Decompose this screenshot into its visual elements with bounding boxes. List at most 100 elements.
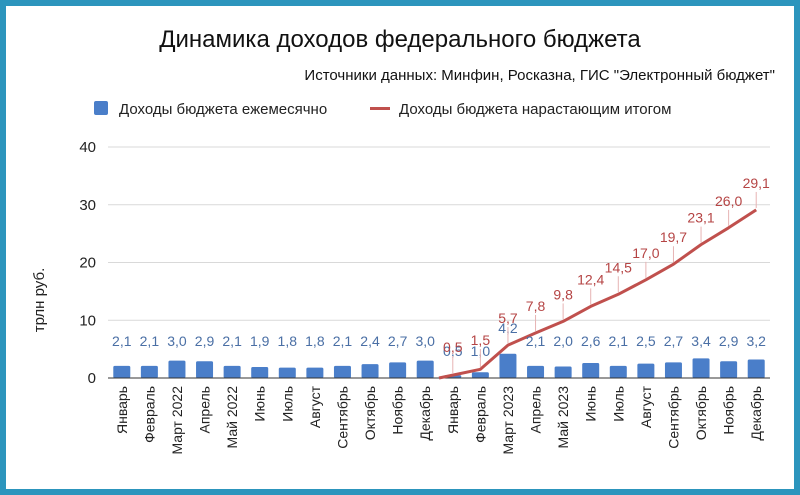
bar-value-label: 3,4 <box>691 333 711 349</box>
bar-value-label: 2,4 <box>360 333 380 349</box>
bar <box>223 365 241 378</box>
line-value-label: 7,8 <box>526 298 546 314</box>
bar-value-label: 3,0 <box>415 333 435 349</box>
bar <box>113 365 131 378</box>
bar <box>747 359 765 378</box>
x-tick-label: Ноябрь <box>721 386 737 435</box>
x-tick-label: Август <box>638 385 654 428</box>
bar-value-label: 3,2 <box>746 333 766 349</box>
x-tick-label: Апрель <box>528 386 544 434</box>
line-value-label: 29,1 <box>743 175 770 191</box>
bar-value-label: 3,0 <box>167 333 187 349</box>
x-tick-label: Сентябрь <box>665 386 681 449</box>
bar-value-label: 2,5 <box>636 333 656 349</box>
bar-value-label: 2,6 <box>581 333 601 349</box>
bar-value-label: 2,1 <box>609 333 629 349</box>
bars <box>113 353 765 378</box>
legend-label-bar: Доходы бюджета ежемесячно <box>119 101 327 118</box>
line-value-labels: 0,5 1,55,77,89,812,414,517,019,723,126,02… <box>443 175 770 374</box>
bar <box>471 372 489 378</box>
bar-value-label: 2,7 <box>664 333 684 349</box>
bar <box>416 360 434 378</box>
bar-value-label: 2,1 <box>526 333 546 349</box>
bar <box>333 365 351 378</box>
x-tick-label: Июль <box>279 386 295 422</box>
line-value-label: 0,5 <box>443 339 463 355</box>
line-value-label: 19,7 <box>660 229 687 245</box>
bar <box>361 364 379 378</box>
line-value-label: 23,1 <box>687 210 714 226</box>
legend: Доходы бюджета ежемесячно Доходы бюджета… <box>94 101 671 118</box>
bar-value-label: 2,7 <box>388 333 408 349</box>
cumulative-line <box>438 208 758 380</box>
line-value-label: 5,7 <box>498 310 518 326</box>
bar <box>196 361 214 378</box>
y-tick-label: 20 <box>79 255 96 272</box>
chart-title: Динамика доходов федерального бюджета <box>159 26 641 53</box>
y-axis-label: трлн руб. <box>31 268 48 333</box>
x-tick-label: Февраль <box>141 386 157 443</box>
x-tick-label: Декабрь <box>417 386 433 441</box>
bar-value-labels: 2,1 2,1 3,0 2,9 2,1 1,9 1,8 1,8 2,1 2,4 2,7 3,0 0,5 1… <box>112 320 766 359</box>
bar-value-label: 1,8 <box>278 333 298 349</box>
bar <box>168 360 186 378</box>
line-value-label: 12,4 <box>577 271 604 287</box>
x-tick-label: Май 2022 <box>224 386 240 449</box>
line-value-label: 17,0 <box>632 245 659 261</box>
line-value-label: 9,8 <box>553 286 573 302</box>
bar-value-label: 2,9 <box>719 333 739 349</box>
y-tick-label: 30 <box>79 197 96 214</box>
bar <box>720 361 738 378</box>
bar-value-label: 2,1 <box>112 333 132 349</box>
x-tick-label: Апрель <box>197 386 213 434</box>
x-tick-label: Май 2023 <box>555 386 571 449</box>
legend-label-line: Доходы бюджета нарастающим итогом <box>399 101 671 118</box>
x-tick-label: Июнь <box>583 386 599 422</box>
x-tick-label: Февраль <box>472 386 488 443</box>
bar <box>140 365 158 378</box>
y-tick-label: 0 <box>88 370 96 387</box>
gridlines <box>108 146 770 321</box>
bar <box>278 367 296 378</box>
y-axis-ticks: 0 10 20 30 40 <box>79 139 96 387</box>
bar-value-label: 2,1 <box>333 333 353 349</box>
x-tick-label: Сентябрь <box>334 386 350 449</box>
x-axis-ticks: Январь Февраль Март 2022 Апрель Май 2022 Июнь… <box>114 385 764 454</box>
line-value-label: 26,0 <box>715 193 742 209</box>
line-value-label: 14,5 <box>605 259 632 275</box>
x-tick-label: Декабрь <box>748 386 764 441</box>
bar-value-label: 0,5 <box>443 343 463 359</box>
bar <box>251 367 269 378</box>
x-tick-label: Октябрь <box>362 386 378 440</box>
legend-swatch-line <box>370 107 390 110</box>
x-tick-label: Январь <box>114 386 130 434</box>
bar-value-label: 1,9 <box>250 333 270 349</box>
x-tick-label: Март 2023 <box>500 386 516 455</box>
y-tick-label: 40 <box>79 139 96 156</box>
bar <box>692 358 710 378</box>
bar-value-label: 2,9 <box>195 333 215 349</box>
bar <box>389 362 407 378</box>
bar <box>637 363 655 378</box>
x-tick-label: Июль <box>610 386 626 422</box>
legend-swatch-bar <box>94 101 108 115</box>
bar <box>527 365 545 378</box>
x-tick-label: Октябрь <box>693 386 709 440</box>
chart-subtitle: Источники данных: Минфин, Росказна, ГИС … <box>304 67 775 84</box>
bar <box>582 362 600 378</box>
bar-value-label: 2,1 <box>140 333 160 349</box>
x-tick-label: Март 2022 <box>169 386 185 455</box>
bar-value-label: 2,0 <box>553 333 573 349</box>
bar-value-label: 1,8 <box>305 333 325 349</box>
bar <box>664 362 682 378</box>
bar <box>609 365 627 378</box>
bar <box>554 366 572 378</box>
x-tick-label: Июнь <box>252 386 268 422</box>
bar <box>499 353 517 378</box>
bar <box>306 367 324 378</box>
bar-value-label: 2,1 <box>222 333 242 349</box>
x-tick-label: Ноябрь <box>390 386 406 435</box>
y-tick-label: 10 <box>79 312 96 329</box>
